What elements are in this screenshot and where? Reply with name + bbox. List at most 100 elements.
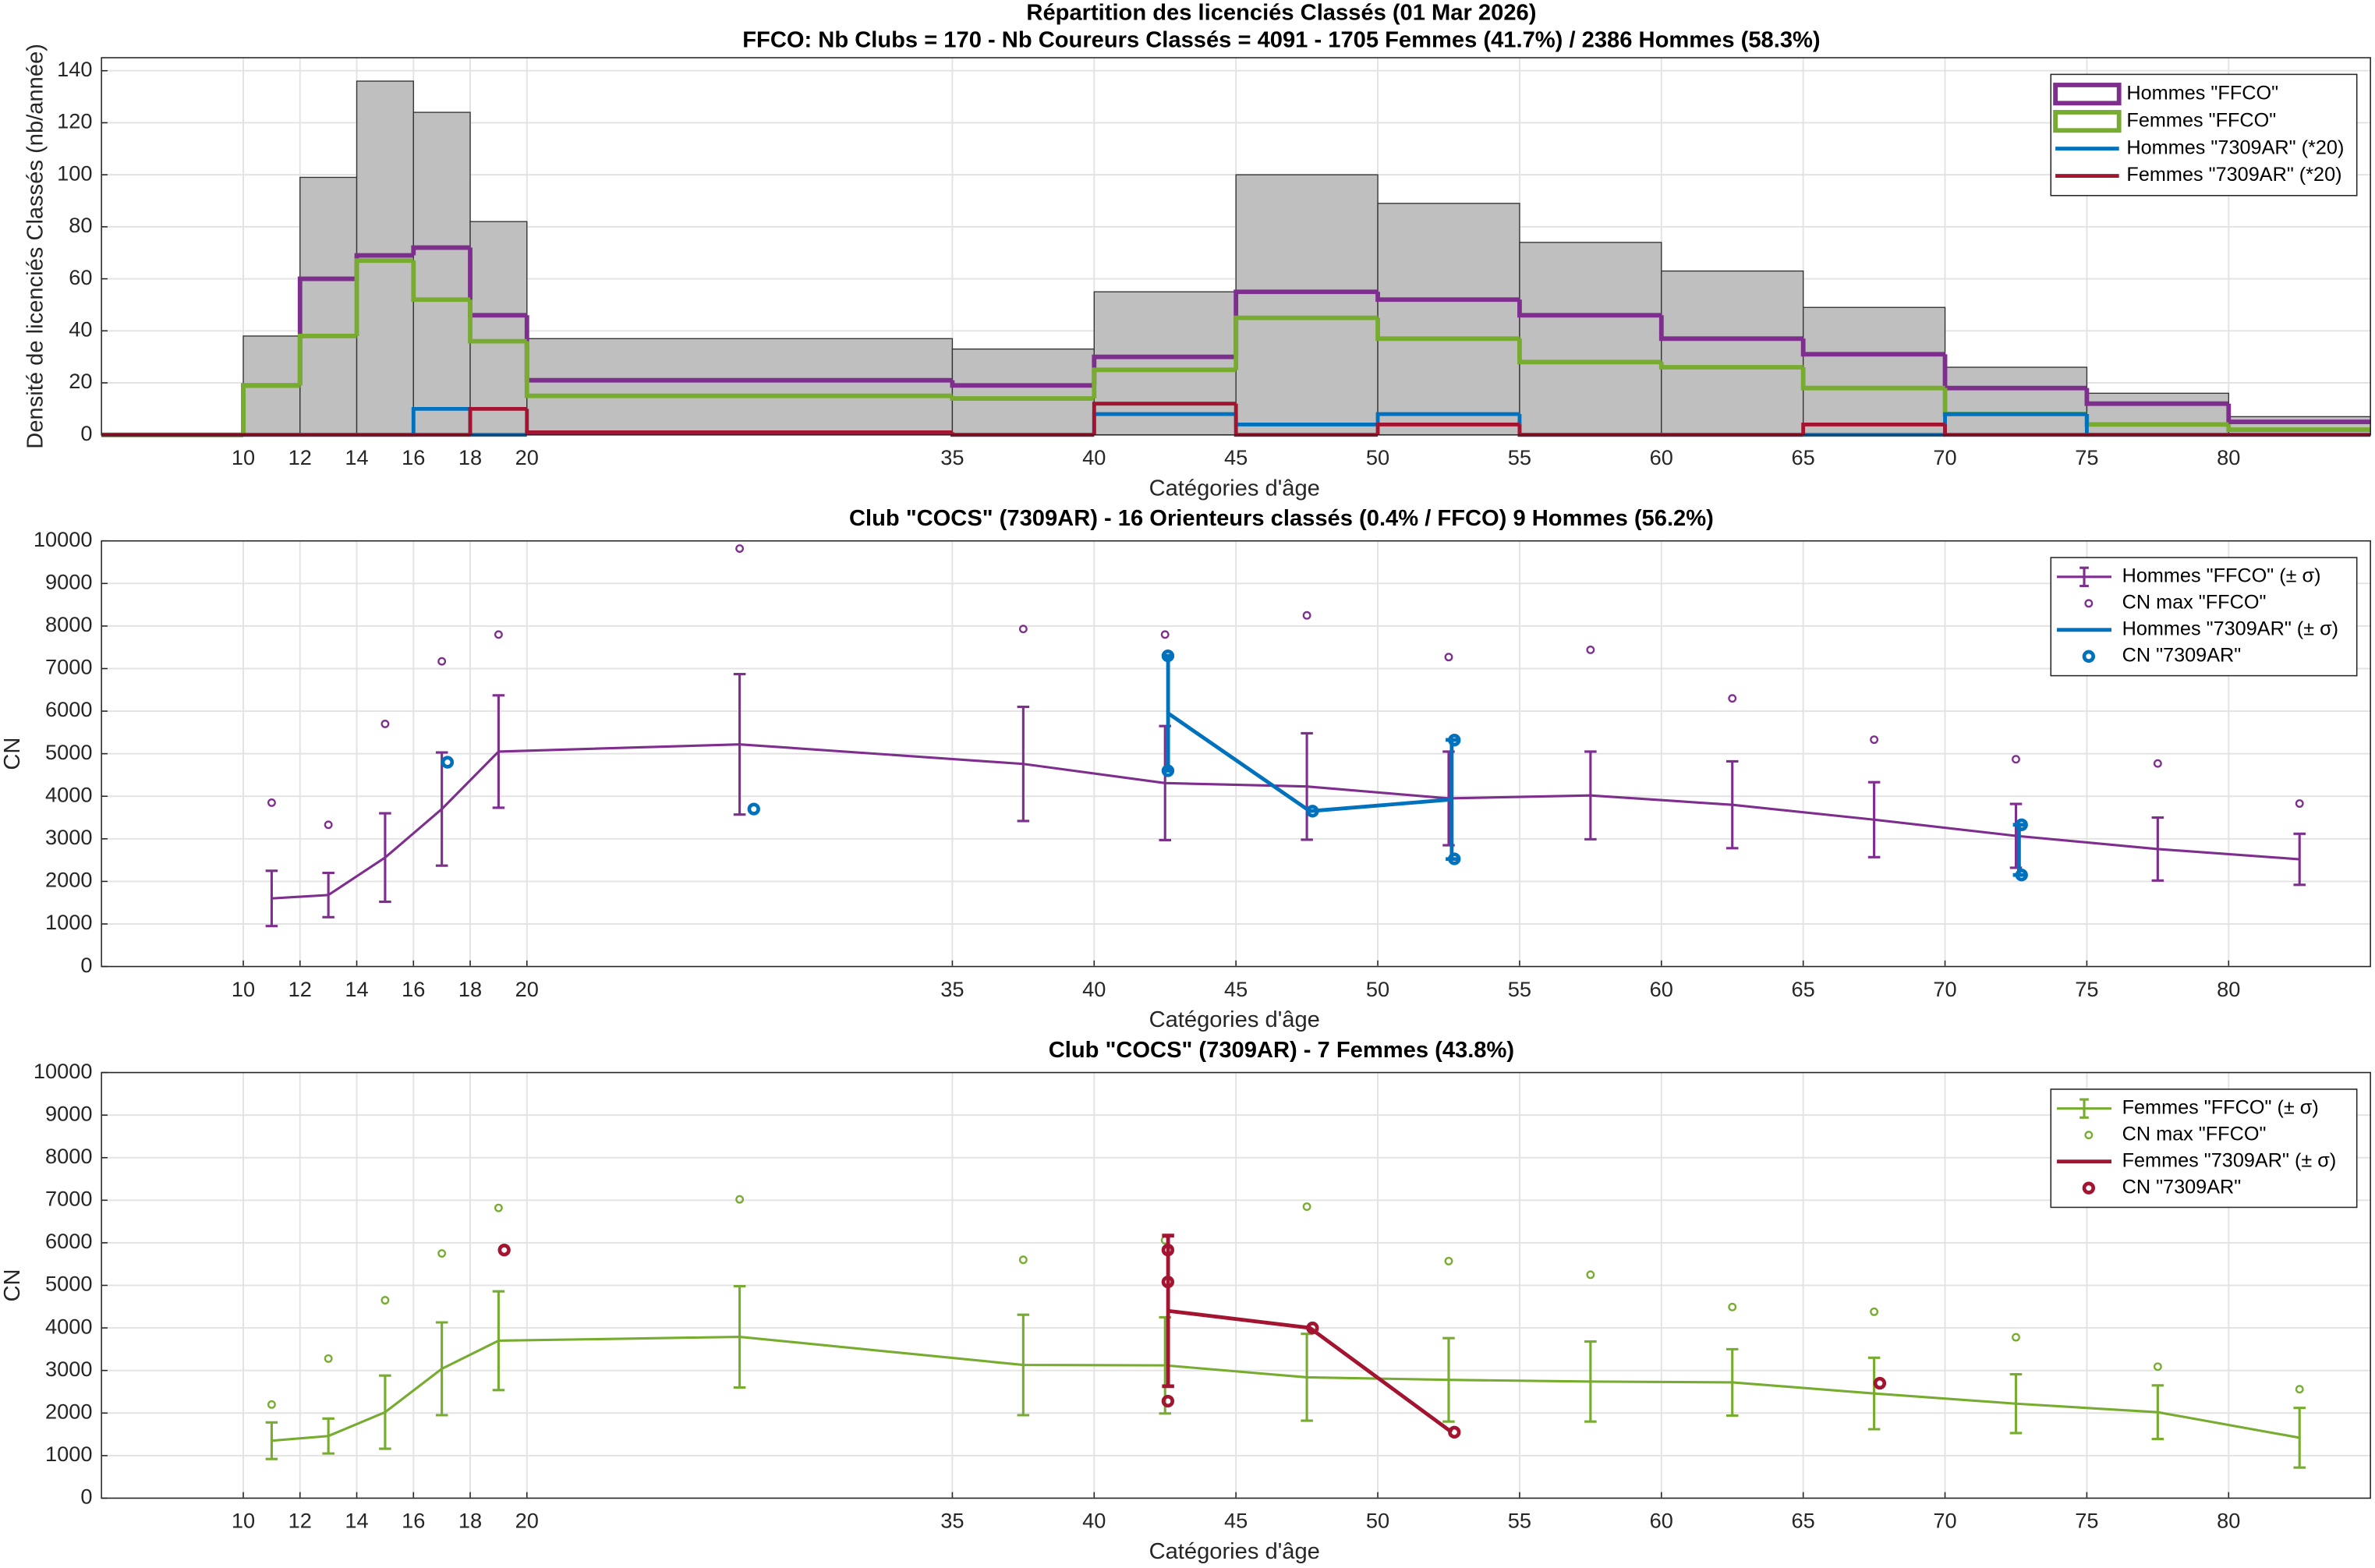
marker <box>267 798 276 807</box>
legend-swatch <box>2079 1098 2089 1119</box>
legend-label: Hommes "7309AR" (± σ) <box>2122 618 2339 640</box>
mean-line <box>271 1335 2300 1442</box>
marker <box>1448 852 1461 865</box>
step-segment <box>411 245 471 256</box>
x-axis-title: Catégories d'âge <box>1149 1539 1320 1564</box>
y-tick-label: 6000 <box>45 697 92 721</box>
y-tick-label: 4000 <box>45 1314 92 1338</box>
y-axis-title: CN <box>0 1269 25 1301</box>
y-axis-title: CN <box>0 738 25 770</box>
histogram-bar <box>526 338 954 436</box>
error-bar <box>2293 1407 2306 1469</box>
legend-label: Hommes "7309AR" (*20) <box>2126 136 2344 158</box>
step-segment <box>1800 366 1945 391</box>
y-tick-label: 100 <box>57 161 92 185</box>
legend-swatch <box>2053 110 2122 133</box>
marker <box>1302 611 1311 620</box>
marker <box>735 1195 745 1204</box>
x-tick-label: 75 <box>2075 445 2098 469</box>
marker <box>1444 1256 1453 1265</box>
step-segment <box>297 334 357 386</box>
x-tick-label: 80 <box>2217 445 2240 469</box>
x-tick-label: 60 <box>1650 1509 1673 1533</box>
marker <box>2015 818 2028 831</box>
x-tick-label: 40 <box>1082 445 1106 469</box>
error-bar <box>1162 1234 1174 1389</box>
x-tick-label: 65 <box>1792 977 1815 1001</box>
error-bar <box>1301 731 1313 841</box>
marker <box>494 630 503 639</box>
marker <box>1306 1321 1319 1335</box>
error-bar <box>379 812 391 904</box>
marker <box>1586 646 1595 654</box>
error-bar <box>733 673 746 816</box>
marker <box>324 1354 333 1363</box>
x-tick-label: 75 <box>2075 977 2098 1001</box>
x-tick-label: 12 <box>288 1509 312 1533</box>
histogram-bar <box>1519 242 1662 436</box>
step-segment <box>1517 299 1662 318</box>
step-segment <box>354 258 414 336</box>
error-bar <box>322 1417 334 1455</box>
marker <box>1161 1275 1175 1289</box>
y-tick-label: 3000 <box>45 825 92 849</box>
x-tick-label: 14 <box>345 445 368 469</box>
x-tick-label: 50 <box>1366 1509 1389 1533</box>
x-tick-label: 50 <box>1366 977 1389 1001</box>
histogram-bar <box>412 111 471 436</box>
y-tick-label: 80 <box>69 213 92 237</box>
y-tick-label: 0 <box>80 953 92 977</box>
error-bar <box>379 1374 391 1450</box>
marker <box>2015 869 2028 882</box>
step-segment <box>468 299 527 344</box>
legend-swatch <box>2079 566 2089 588</box>
error-bar <box>1584 750 1597 841</box>
error-bar <box>2009 1373 2023 1435</box>
y-tick-label: 120 <box>57 109 92 133</box>
histogram-bar <box>299 176 358 436</box>
histogram-bar <box>951 348 1095 436</box>
error-bar <box>435 751 448 867</box>
marker <box>437 1249 447 1258</box>
marker <box>1873 1376 1887 1390</box>
x-tick-label: 20 <box>515 1509 539 1533</box>
x-tick-label: 16 <box>402 1509 425 1533</box>
marker <box>1444 653 1453 662</box>
x-tick-label: 16 <box>402 445 425 469</box>
marker <box>1728 694 1737 703</box>
marker <box>2012 755 2020 764</box>
marker <box>747 802 760 816</box>
step-segment <box>1375 422 1520 435</box>
x-tick-label: 40 <box>1082 1509 1106 1533</box>
x-tick-label: 18 <box>458 1509 482 1533</box>
marker <box>2295 799 2304 808</box>
x-tick-label: 35 <box>940 977 964 1001</box>
marker <box>380 719 390 728</box>
x-tick-label: 75 <box>2075 1509 2098 1533</box>
step-segment <box>1800 338 1945 357</box>
legend-swatch <box>2053 83 2122 106</box>
x-tick-label: 80 <box>2217 1509 2240 1533</box>
marker <box>494 1203 503 1212</box>
y-tick-label: 1000 <box>45 910 92 934</box>
histogram-bar <box>1235 174 1379 436</box>
legend-label: Femmes "7309AR" (± σ) <box>2122 1149 2337 1171</box>
legend-label: Hommes "FFCO" <box>2126 82 2278 104</box>
x-tick-label: 45 <box>1224 1509 1248 1533</box>
chart-title: Répartition des licenciés Classés (01 Ma… <box>1026 0 1536 25</box>
error-bar <box>2151 1384 2164 1441</box>
error-bar <box>1442 1336 1455 1423</box>
y-tick-label: 5000 <box>45 1272 92 1296</box>
step-segment <box>411 406 471 435</box>
marker <box>1728 1302 1737 1311</box>
y-tick-label: 2000 <box>45 1399 92 1423</box>
marker <box>735 544 745 553</box>
x-axis-title: Catégories d'âge <box>1149 476 1320 501</box>
x-tick-label: 45 <box>1224 977 1248 1001</box>
step-segment <box>241 383 300 435</box>
chart-title: Club "COCS" (7309AR) - 7 Femmes (43.8%) <box>1049 1038 1514 1063</box>
mean-line <box>271 743 2300 900</box>
step-segment <box>411 260 471 303</box>
x-tick-label: 14 <box>345 977 368 1001</box>
error-bar <box>1584 1340 1597 1423</box>
